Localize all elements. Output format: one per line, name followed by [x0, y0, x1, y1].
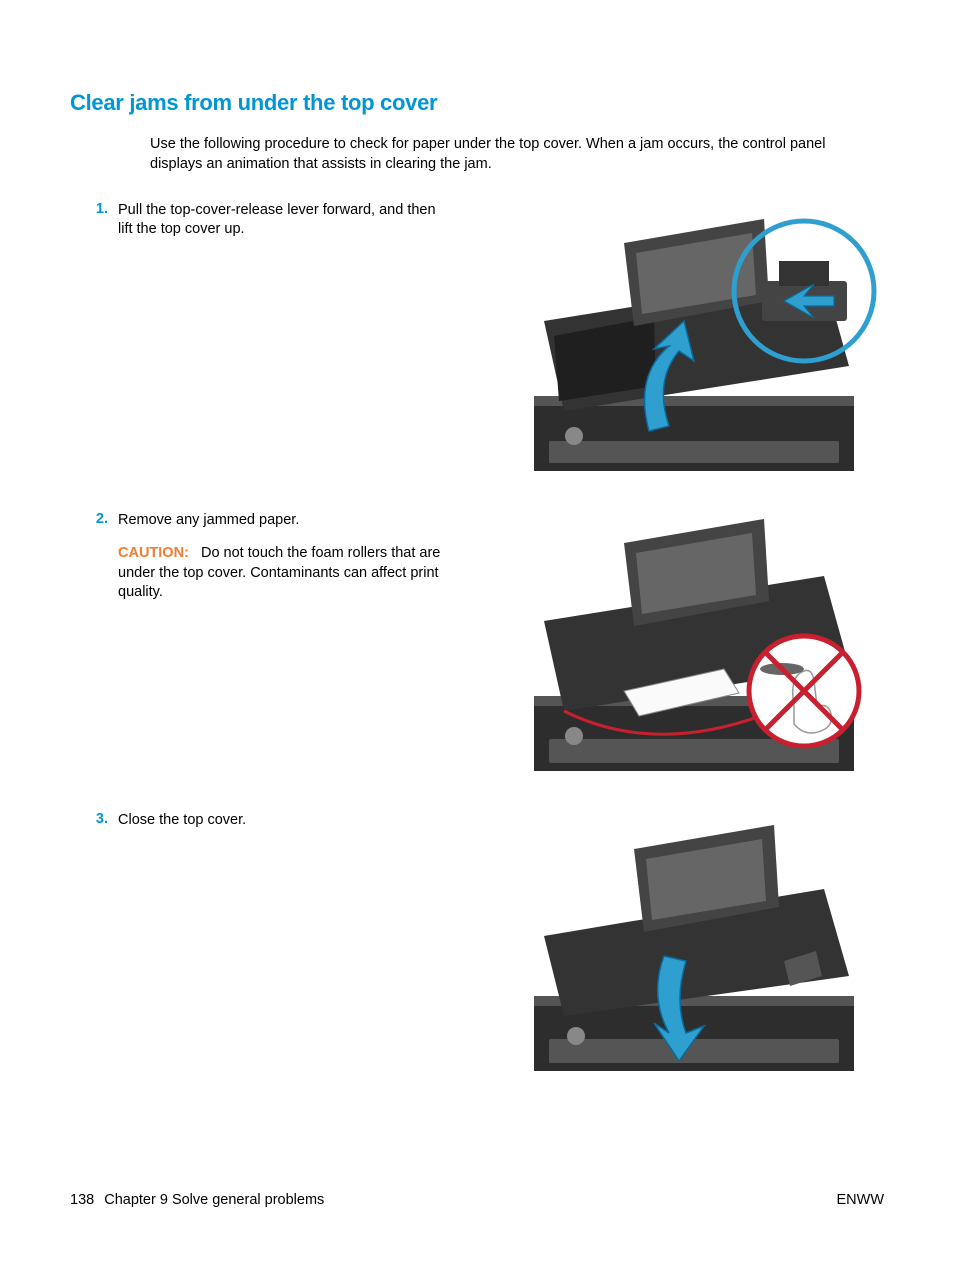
page-number: 138 [70, 1192, 94, 1208]
step-text: Close the top cover. [118, 811, 246, 831]
caution-block: CAUTION: Do not touch the foam rollers t… [118, 544, 448, 603]
intro-paragraph: Use the following procedure to check for… [150, 134, 870, 175]
footer-right: ENWW [836, 1192, 884, 1208]
chapter-label: Chapter 9 Solve general problems [104, 1192, 324, 1208]
step-2: 2. Remove any jammed paper. CAUTION: Do … [70, 511, 884, 801]
step-1: 1. Pull the top-cover-release lever forw… [70, 201, 884, 501]
step-3: 3. Close the top cover. [70, 811, 884, 1101]
step-number: 3. [70, 811, 108, 827]
step-text: Pull the top-cover-release lever forward… [118, 201, 448, 240]
step-3-figure [504, 811, 884, 1101]
step-number: 2. [70, 511, 108, 527]
caution-label: CAUTION: [118, 545, 189, 561]
step-text: Remove any jammed paper. [118, 511, 448, 531]
section-title: Clear jams from under the top cover [70, 90, 884, 116]
page-footer: 138 Chapter 9 Solve general problems ENW… [70, 1192, 884, 1208]
step-number: 1. [70, 201, 108, 217]
step-2-figure [504, 511, 884, 801]
step-1-figure [504, 201, 884, 501]
